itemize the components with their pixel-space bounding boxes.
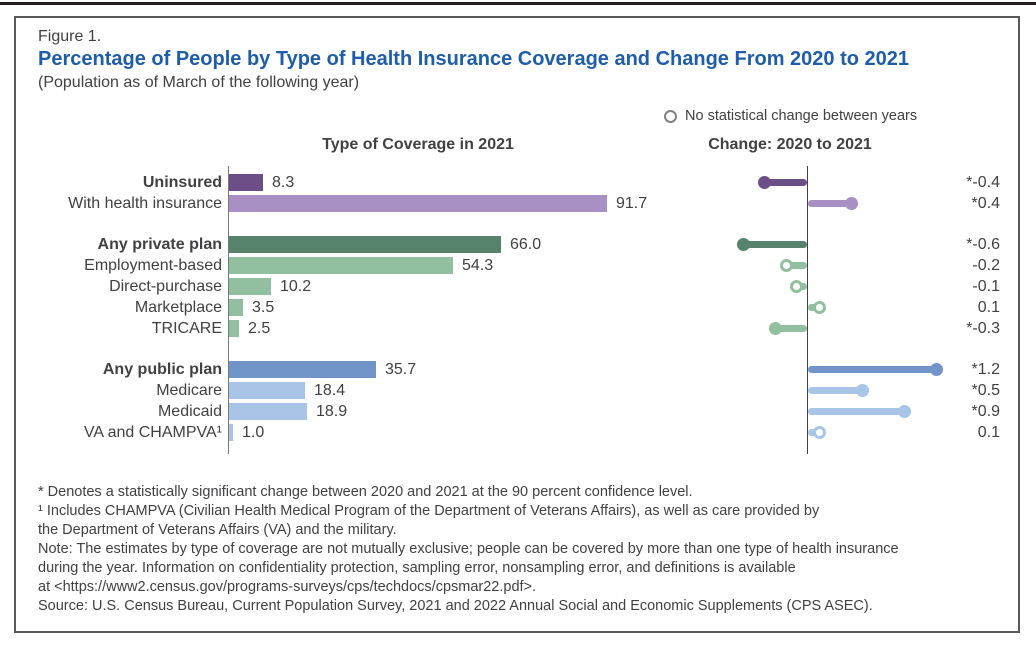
coverage-value: 66.0	[510, 236, 542, 253]
change-marker	[845, 197, 858, 210]
row-label: Medicaid	[157, 403, 222, 420]
change-value: *0.4	[971, 195, 1000, 212]
coverage-bar	[229, 236, 501, 253]
row-label: Uninsured	[142, 174, 222, 191]
coverage-bar	[229, 320, 239, 337]
change-value: 0.1	[977, 424, 1000, 441]
coverage-value: 18.9	[316, 403, 348, 420]
coverage-bar	[229, 257, 453, 274]
change-marker	[813, 426, 826, 439]
change-marker	[930, 363, 943, 376]
footnote-line: at <https://www2.census.gov/programs-sur…	[38, 579, 537, 595]
footnote-line: during the year. Information on confiden…	[38, 560, 796, 576]
coverage-value: 2.5	[248, 320, 271, 337]
change-value: *1.2	[971, 361, 1000, 378]
change-value: 0.1	[977, 299, 1000, 316]
change-lollipop-stem	[743, 241, 807, 248]
figure-title: Percentage of People by Type of Health I…	[38, 48, 910, 70]
coverage-axis	[228, 166, 229, 454]
coverage-value: 8.3	[272, 174, 295, 191]
coverage-value: 91.7	[616, 195, 648, 212]
coverage-value: 18.4	[314, 382, 346, 399]
left-panel-header: Type of Coverage in 2021	[322, 136, 514, 153]
right-panel-header: Change: 2020 to 2021	[708, 136, 872, 153]
change-value: *-0.6	[966, 236, 1000, 253]
row-label: Direct-purchase	[109, 278, 222, 295]
coverage-value: 54.3	[462, 257, 494, 274]
change-marker	[856, 384, 869, 397]
row-label: Any private plan	[97, 236, 222, 253]
change-marker	[769, 322, 782, 335]
change-value: *-0.3	[966, 320, 1000, 337]
coverage-bar	[229, 299, 243, 316]
row-label: Medicare	[156, 382, 222, 399]
coverage-bar	[229, 278, 271, 295]
no-change-circle-icon	[664, 109, 677, 123]
change-value: *-0.4	[966, 174, 1000, 191]
footnote-line: * Denotes a statistically significant ch…	[38, 484, 693, 500]
change-marker	[758, 176, 771, 189]
coverage-value: 35.7	[385, 361, 417, 378]
coverage-value: 1.0	[242, 424, 265, 441]
footnote-line: the Department of Veterans Affairs (VA) …	[38, 522, 397, 538]
row-label: Employment-based	[84, 257, 222, 274]
change-axis	[807, 166, 808, 454]
legend-label: No statistical change between years	[685, 108, 918, 124]
coverage-value: 10.2	[280, 278, 312, 295]
footnote-line: Source: U.S. Census Bureau, Current Popu…	[38, 598, 873, 614]
row-label: Any public plan	[102, 361, 222, 378]
change-lollipop-stem	[808, 366, 936, 373]
row-label: Marketplace	[134, 299, 222, 316]
change-value: -0.1	[972, 278, 1000, 295]
coverage-bar	[229, 424, 233, 441]
change-marker	[813, 301, 826, 314]
figure-subtitle: (Population as of March of the following…	[38, 74, 360, 91]
change-marker	[780, 259, 793, 272]
change-lollipop-stem	[786, 262, 807, 269]
coverage-bar	[229, 382, 305, 399]
change-lollipop-stem	[808, 408, 904, 415]
figure-label: Figure 1.	[38, 28, 102, 45]
coverage-bar	[229, 361, 376, 378]
row-label: With health insurance	[68, 195, 222, 212]
footnote-line: ¹ Includes CHAMPVA (Civilian Health Medi…	[38, 503, 820, 519]
change-value: *0.9	[971, 403, 1000, 420]
footnote-line: Note: The estimates by type of coverage …	[38, 541, 899, 557]
coverage-bar	[229, 195, 607, 212]
figure-border-box	[14, 16, 1020, 633]
change-lollipop-stem	[764, 179, 807, 186]
coverage-bar	[229, 403, 307, 420]
change-lollipop-stem	[808, 387, 862, 394]
change-lollipop-stem	[808, 200, 851, 207]
change-lollipop-stem	[775, 325, 807, 332]
legend: No statistical change between years	[664, 108, 917, 124]
row-label: TRICARE	[151, 320, 222, 337]
change-marker	[790, 280, 803, 293]
footnotes: * Denotes a statistically significant ch…	[38, 483, 998, 616]
row-label: VA and CHAMPVA¹	[83, 424, 222, 441]
change-value: *0.5	[971, 382, 1000, 399]
coverage-value: 3.5	[252, 299, 275, 316]
top-rule	[0, 2, 1036, 5]
change-value: -0.2	[972, 257, 1000, 274]
coverage-bar	[229, 174, 263, 191]
change-marker	[737, 238, 750, 251]
change-marker	[898, 405, 911, 418]
